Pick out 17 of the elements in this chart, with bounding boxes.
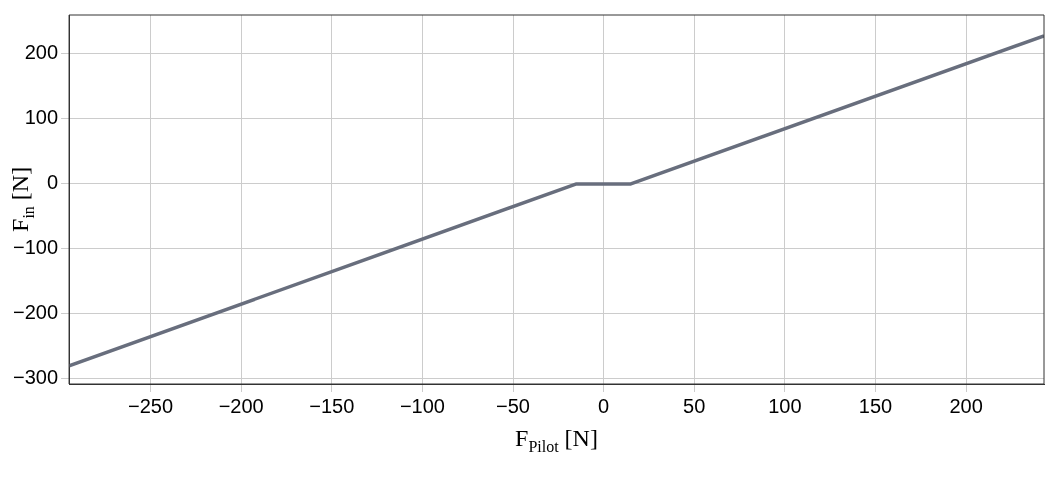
x-tick-label: 50	[683, 394, 706, 417]
y-tick-label: −100	[12, 236, 59, 259]
y-tick-label: 200	[24, 41, 59, 64]
x-tick-label: 200	[949, 394, 983, 417]
x-tick-label: −50	[496, 394, 530, 417]
x-tick-label: −150	[309, 394, 355, 417]
y-tick-label: −200	[12, 301, 59, 324]
y-tick-label: 0	[46, 171, 59, 194]
x-tick-label: −200	[218, 394, 264, 417]
y-tick-label: 100	[24, 106, 59, 129]
x-tick-label: −250	[128, 394, 174, 417]
x-tick-label: 150	[858, 394, 893, 417]
x-tick-label: −100	[399, 394, 445, 417]
y-tick-label: −300	[12, 366, 59, 389]
x-axis-title: F$_{Pilot}$ [N]	[515, 425, 598, 456]
x-tick-label: 100	[768, 394, 802, 417]
x-tick-label: 0	[598, 394, 610, 417]
